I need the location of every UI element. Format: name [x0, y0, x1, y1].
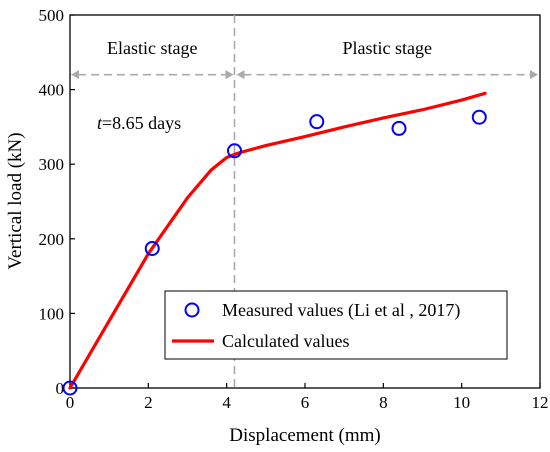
x-tick-label: 10 — [453, 393, 470, 412]
x-tick-labels: 0 2 4 6 8 10 12 — [66, 393, 549, 412]
elastic-arrowhead-right — [225, 70, 234, 80]
measured-point — [471, 109, 487, 125]
y-axis-title: Vertical load (kN) — [5, 132, 26, 269]
y-tick-label: 300 — [39, 155, 65, 174]
measured-point — [309, 114, 325, 130]
time-variable: t — [97, 113, 103, 133]
x-tick-label: 0 — [66, 393, 75, 412]
y-tick-labels: 0 100 200 300 400 500 — [39, 6, 65, 398]
x-tick-label: 2 — [144, 393, 153, 412]
calculated-series — [68, 91, 487, 390]
measured-point — [144, 240, 160, 256]
y-tick-label: 100 — [39, 304, 65, 323]
y-tick-label: 200 — [39, 230, 65, 249]
time-value: =8.65 days — [102, 113, 181, 133]
y-tick-label: 500 — [39, 6, 65, 25]
legend-marker-measured — [184, 302, 200, 318]
calculated-values-line — [68, 91, 487, 390]
stage-arrows — [71, 70, 538, 80]
y-tick-label: 0 — [56, 379, 65, 398]
legend-box — [164, 290, 508, 360]
measured-point — [62, 380, 78, 396]
legend: Measured values (Li et al , 2017) Calcul… — [164, 290, 508, 360]
legend-label-calculated: Calculated values — [222, 331, 349, 351]
measured-point — [227, 143, 242, 159]
x-tick-label: 4 — [222, 393, 231, 412]
time-annotation: t=8.65 days — [97, 113, 181, 133]
axis-ticks — [69, 14, 541, 389]
measured-point — [391, 120, 407, 136]
x-tick-label: 12 — [532, 393, 549, 412]
plastic-arrowhead-right — [530, 70, 538, 80]
legend-label-measured: Measured values (Li et al , 2017) — [222, 300, 460, 321]
y-tick-label: 400 — [39, 81, 65, 100]
measured-series — [62, 109, 487, 396]
x-tick-label: 8 — [379, 393, 388, 412]
plastic-arrowhead-left — [236, 70, 245, 80]
elastic-stage-label: Elastic stage — [107, 38, 197, 58]
x-tick-label: 6 — [301, 393, 310, 412]
plastic-stage-label: Plastic stage — [343, 38, 432, 58]
elastic-arrowhead-left — [71, 70, 79, 80]
x-axis-title: Displacement (mm) — [229, 425, 380, 446]
